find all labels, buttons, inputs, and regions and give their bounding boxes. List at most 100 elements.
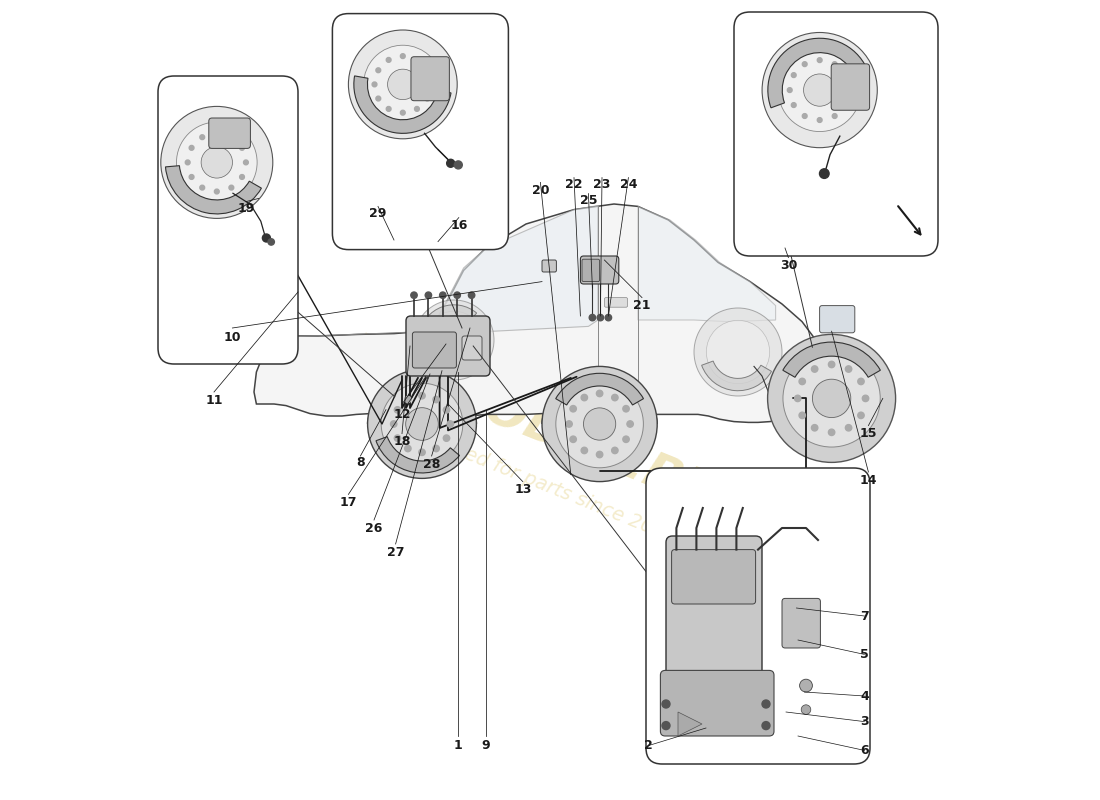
Circle shape — [612, 394, 618, 401]
Circle shape — [240, 174, 244, 179]
FancyBboxPatch shape — [412, 332, 456, 368]
Circle shape — [596, 451, 603, 458]
FancyBboxPatch shape — [666, 536, 762, 684]
FancyBboxPatch shape — [542, 260, 557, 272]
Circle shape — [201, 146, 232, 178]
Circle shape — [858, 378, 865, 385]
Circle shape — [406, 408, 438, 440]
Circle shape — [817, 58, 822, 62]
Circle shape — [440, 292, 446, 298]
Text: 30: 30 — [780, 259, 798, 272]
Circle shape — [161, 106, 273, 218]
Text: 21: 21 — [634, 299, 651, 312]
Circle shape — [820, 169, 829, 178]
Circle shape — [419, 449, 426, 455]
Circle shape — [229, 134, 234, 139]
Circle shape — [794, 395, 801, 402]
Text: 12: 12 — [394, 408, 410, 421]
Circle shape — [799, 412, 805, 418]
Circle shape — [469, 292, 475, 298]
Circle shape — [583, 408, 616, 440]
Circle shape — [426, 292, 431, 298]
Circle shape — [200, 186, 205, 190]
FancyBboxPatch shape — [411, 57, 450, 101]
Circle shape — [844, 73, 848, 78]
Text: 16: 16 — [450, 219, 468, 232]
Circle shape — [762, 722, 770, 730]
Text: 17: 17 — [340, 496, 358, 509]
Text: 4: 4 — [860, 690, 869, 702]
Circle shape — [783, 350, 880, 447]
FancyBboxPatch shape — [604, 298, 628, 307]
Text: 15: 15 — [860, 427, 877, 440]
Circle shape — [189, 146, 194, 150]
Text: 27: 27 — [387, 546, 405, 558]
Text: 2: 2 — [644, 739, 652, 752]
Wedge shape — [376, 437, 460, 473]
Circle shape — [556, 380, 644, 468]
Circle shape — [386, 58, 392, 62]
Circle shape — [828, 429, 835, 435]
Circle shape — [799, 378, 805, 385]
Text: 13: 13 — [514, 483, 531, 496]
Wedge shape — [783, 342, 880, 378]
Text: 28: 28 — [422, 458, 440, 470]
FancyBboxPatch shape — [672, 550, 756, 604]
Text: 24: 24 — [619, 178, 637, 190]
FancyBboxPatch shape — [158, 76, 298, 364]
Circle shape — [433, 396, 439, 402]
Text: 5: 5 — [860, 648, 869, 661]
Circle shape — [405, 396, 411, 402]
Circle shape — [268, 238, 274, 245]
FancyBboxPatch shape — [832, 64, 870, 110]
FancyBboxPatch shape — [646, 468, 870, 764]
Circle shape — [612, 447, 618, 454]
Circle shape — [185, 160, 190, 165]
Circle shape — [813, 379, 850, 418]
Circle shape — [414, 300, 494, 380]
FancyBboxPatch shape — [782, 598, 821, 648]
Text: 20: 20 — [531, 184, 549, 197]
Circle shape — [405, 446, 411, 452]
Circle shape — [858, 412, 865, 418]
Circle shape — [542, 366, 657, 482]
Circle shape — [768, 334, 895, 462]
Circle shape — [847, 88, 852, 93]
Circle shape — [581, 447, 587, 454]
Text: 22: 22 — [565, 178, 583, 190]
Circle shape — [581, 394, 587, 401]
Circle shape — [240, 146, 244, 150]
Text: 29: 29 — [370, 207, 387, 220]
Circle shape — [426, 311, 483, 369]
Circle shape — [846, 366, 851, 372]
Text: 8: 8 — [356, 456, 365, 469]
Circle shape — [800, 679, 813, 692]
Text: TUTTODIFEBBE: TUTTODIFEBBE — [344, 330, 756, 534]
FancyBboxPatch shape — [581, 256, 619, 284]
FancyBboxPatch shape — [734, 12, 938, 256]
Circle shape — [605, 314, 612, 321]
Circle shape — [425, 68, 430, 73]
Text: a need for parts since 2005: a need for parts since 2005 — [421, 429, 679, 547]
Circle shape — [846, 425, 851, 431]
Text: 1: 1 — [453, 739, 462, 752]
FancyBboxPatch shape — [582, 259, 600, 282]
Text: 11: 11 — [206, 394, 222, 406]
FancyBboxPatch shape — [244, 200, 267, 214]
Circle shape — [791, 73, 796, 78]
Circle shape — [447, 421, 453, 427]
Circle shape — [394, 435, 400, 442]
Text: 3: 3 — [860, 715, 869, 728]
Circle shape — [627, 421, 634, 427]
Circle shape — [176, 122, 257, 202]
Text: 18: 18 — [394, 435, 410, 448]
Circle shape — [804, 74, 836, 106]
Polygon shape — [414, 206, 598, 332]
Circle shape — [229, 186, 234, 190]
Wedge shape — [354, 76, 451, 134]
Circle shape — [367, 370, 476, 478]
Circle shape — [433, 446, 439, 452]
Circle shape — [390, 421, 397, 427]
Wedge shape — [165, 166, 262, 214]
Circle shape — [364, 46, 442, 123]
